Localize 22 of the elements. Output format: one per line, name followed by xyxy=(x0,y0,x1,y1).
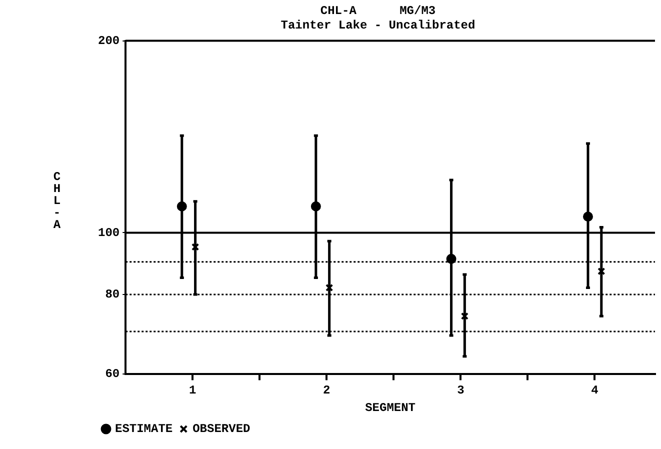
chart-subtitle: Tainter Lake - Uncalibrated xyxy=(280,18,476,33)
point xyxy=(598,267,606,276)
x-tick-label: 3 xyxy=(457,383,464,398)
y-axis-title: CHL-A xyxy=(50,170,64,230)
x-tick-label: 4 xyxy=(591,383,598,398)
chart-title: CHL-A MG/M3 xyxy=(320,4,436,18)
legend-label: ESTIMATE xyxy=(115,422,173,436)
point xyxy=(582,212,593,222)
point xyxy=(191,243,200,251)
point xyxy=(460,312,469,320)
y-tick-label: 100 xyxy=(98,226,120,240)
y-tick-label: 60 xyxy=(105,367,120,382)
point xyxy=(176,201,187,212)
x-tick-label: 2 xyxy=(323,383,330,398)
legend-label: OBSERVED xyxy=(192,422,250,436)
point xyxy=(446,254,456,264)
y-tick-label: 200 xyxy=(98,34,120,48)
x-tick-label: 1 xyxy=(189,383,196,398)
point xyxy=(325,284,334,292)
y-tick-label: 80 xyxy=(105,288,120,302)
point xyxy=(310,201,321,212)
x-axis-title: SEGMENT xyxy=(365,400,416,415)
